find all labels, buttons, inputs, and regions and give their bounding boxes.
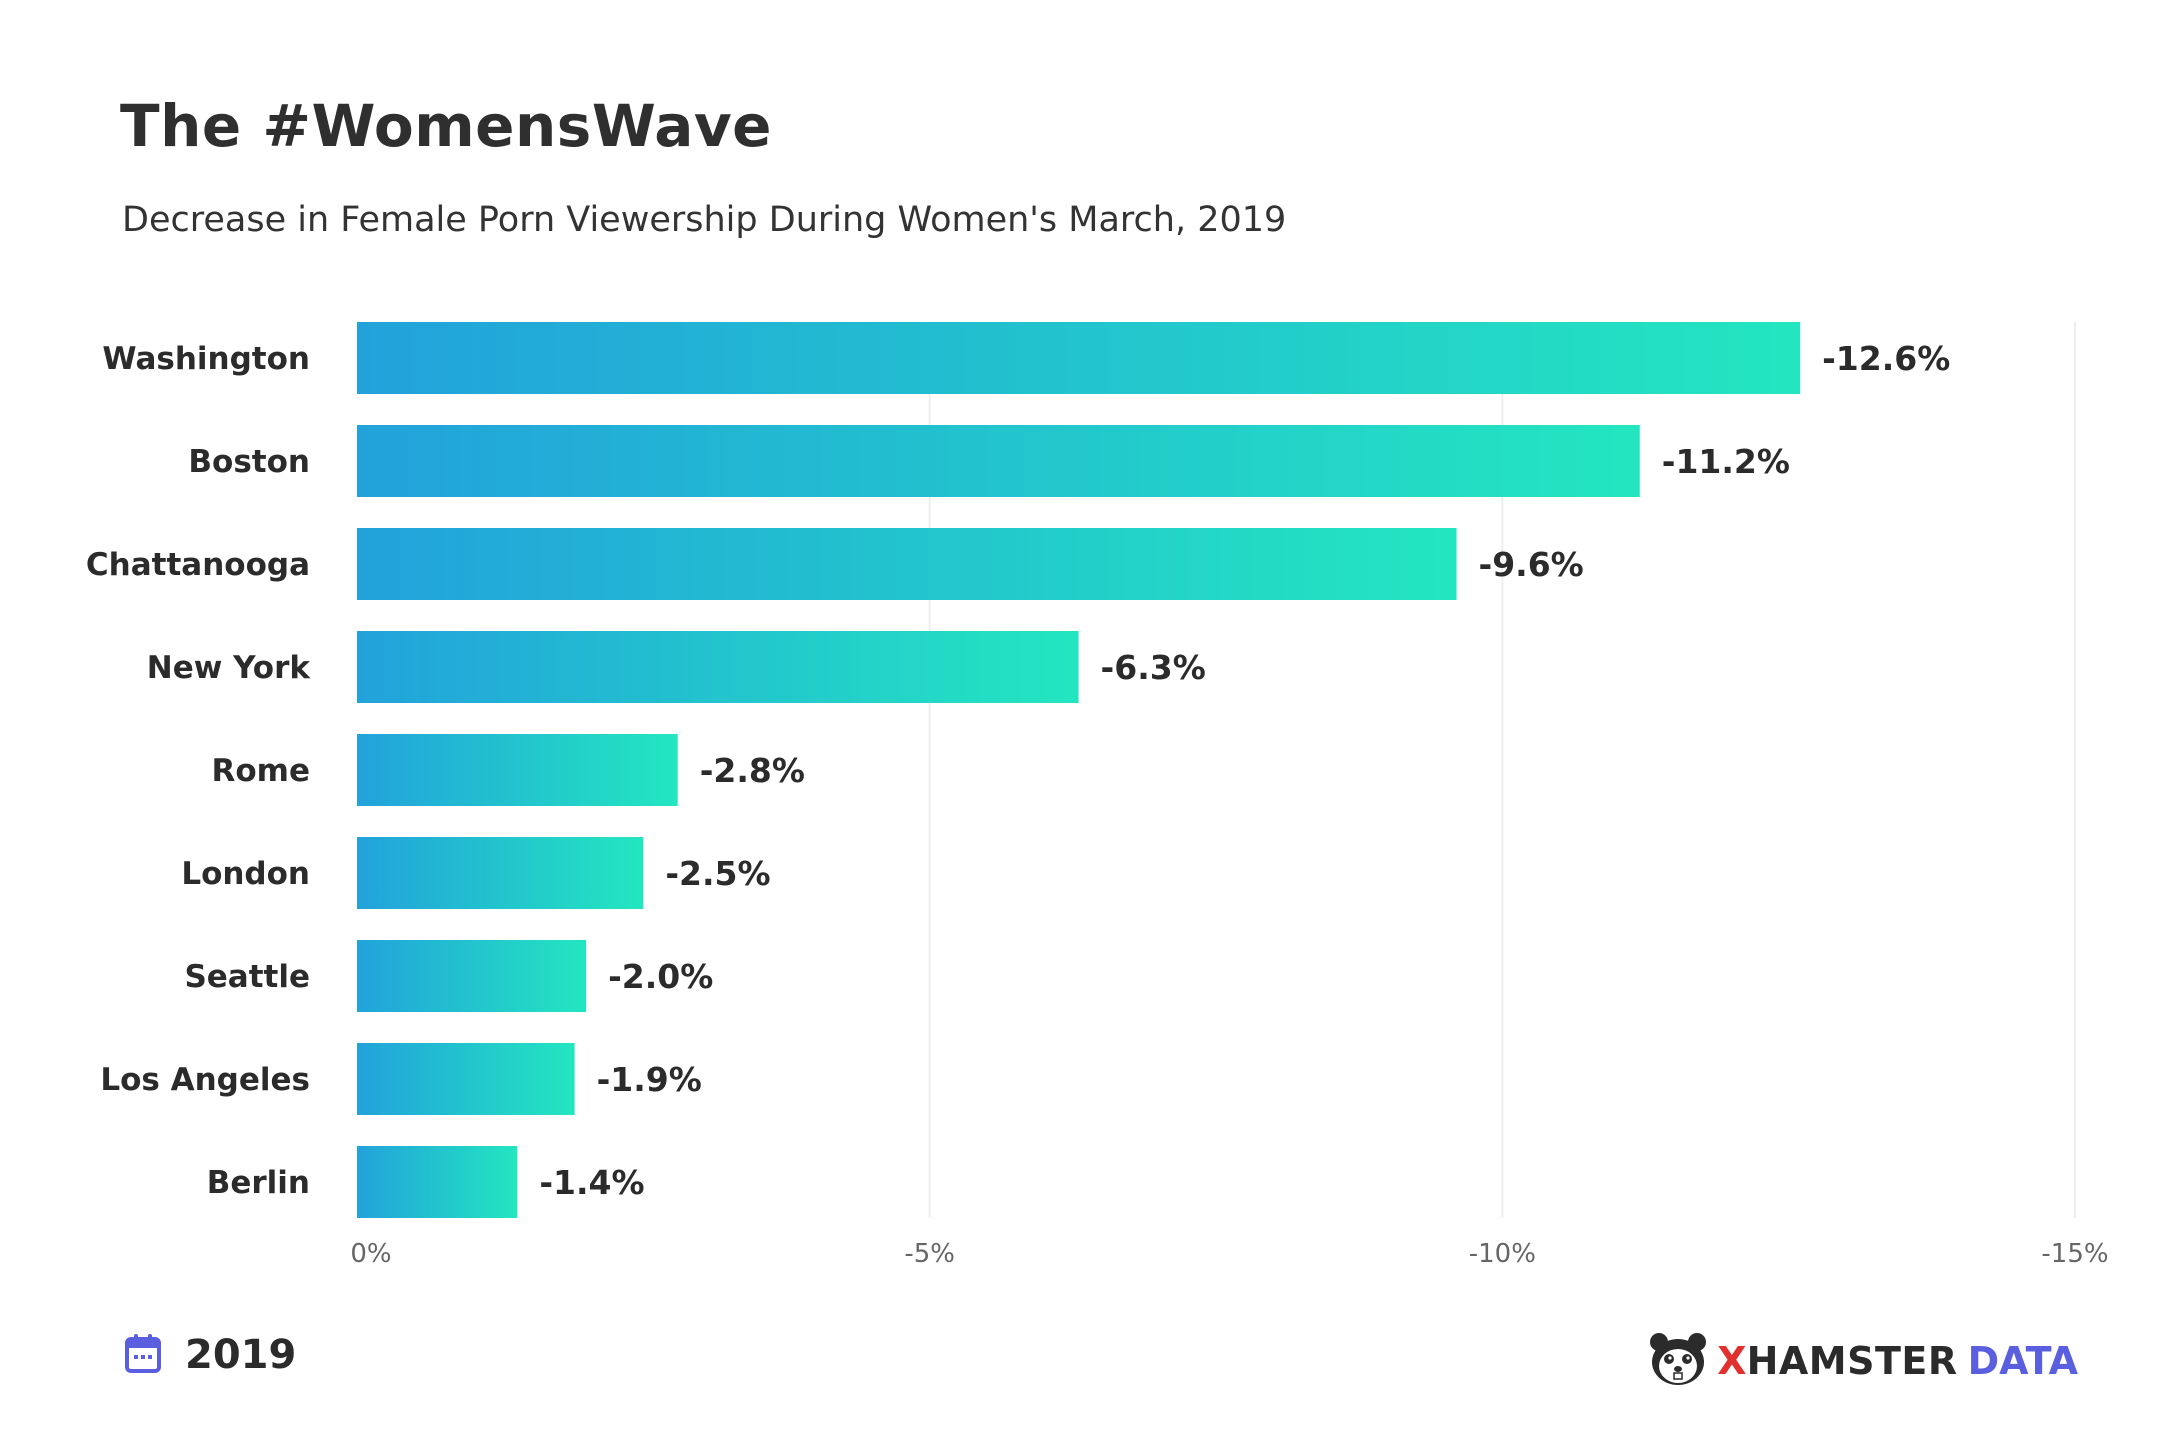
brand-data: DATA	[1967, 1339, 2078, 1383]
footer-year-label: 2019	[185, 1332, 297, 1378]
value-label: -2.8%	[700, 751, 805, 790]
x-tick-label: -5%	[904, 1239, 955, 1269]
category-label: Boston	[188, 444, 310, 480]
bar	[357, 631, 1079, 703]
footer-year: 2019	[125, 1332, 296, 1378]
category-label: Los Angeles	[100, 1062, 310, 1098]
value-label: -2.5%	[665, 854, 770, 893]
value-label: -6.3%	[1101, 648, 1206, 687]
calendar-icon	[125, 1333, 161, 1377]
hamster-logo-icon	[1647, 1330, 1709, 1392]
brand-logo: X HAMSTER DATA	[1647, 1330, 2078, 1392]
category-label: Rome	[212, 753, 311, 789]
value-label: -1.4%	[539, 1163, 644, 1202]
bar	[357, 940, 587, 1012]
bar	[357, 1043, 575, 1115]
bar	[357, 734, 678, 806]
category-label: London	[181, 856, 310, 892]
chart-subtitle: Decrease in Female Porn Viewership Durin…	[122, 200, 1287, 240]
brand-x: X	[1717, 1339, 1747, 1383]
bar	[357, 322, 1801, 394]
bar	[357, 528, 1457, 600]
category-label: Washington	[102, 341, 310, 377]
value-label: -2.0%	[608, 957, 713, 996]
x-tick-label: -15%	[2041, 1239, 2108, 1269]
brand-hamster: HAMSTER	[1746, 1339, 1958, 1383]
category-label: Chattanooga	[86, 547, 310, 583]
category-label: Berlin	[207, 1165, 310, 1201]
x-axis-ticks: 0% -5% -10% -15%	[350, 1239, 2108, 1269]
bar	[357, 837, 644, 909]
category-label: New York	[147, 650, 312, 686]
value-label: -1.9%	[597, 1060, 702, 1099]
x-tick-label: -10%	[1469, 1239, 1536, 1269]
value-labels: -12.6% -11.2% -9.6% -6.3% -2.8% -2.5% -2.0% -1.…	[539, 339, 1950, 1202]
value-label: -12.6%	[1822, 339, 1950, 378]
chart-title: The #WomensWave	[120, 92, 773, 160]
category-labels: Washington Boston Chattanooga New York Rome L…	[86, 341, 311, 1201]
category-label: Seattle	[184, 959, 310, 995]
bar	[357, 425, 1640, 497]
value-label: -11.2%	[1662, 442, 1790, 481]
x-tick-label: 0%	[350, 1239, 391, 1269]
bar	[357, 1146, 518, 1218]
bars	[357, 322, 1801, 1218]
bar-chart: Washington Boston Chattanooga New York Rome L…	[86, 322, 2109, 1269]
value-label: -9.6%	[1479, 545, 1584, 584]
